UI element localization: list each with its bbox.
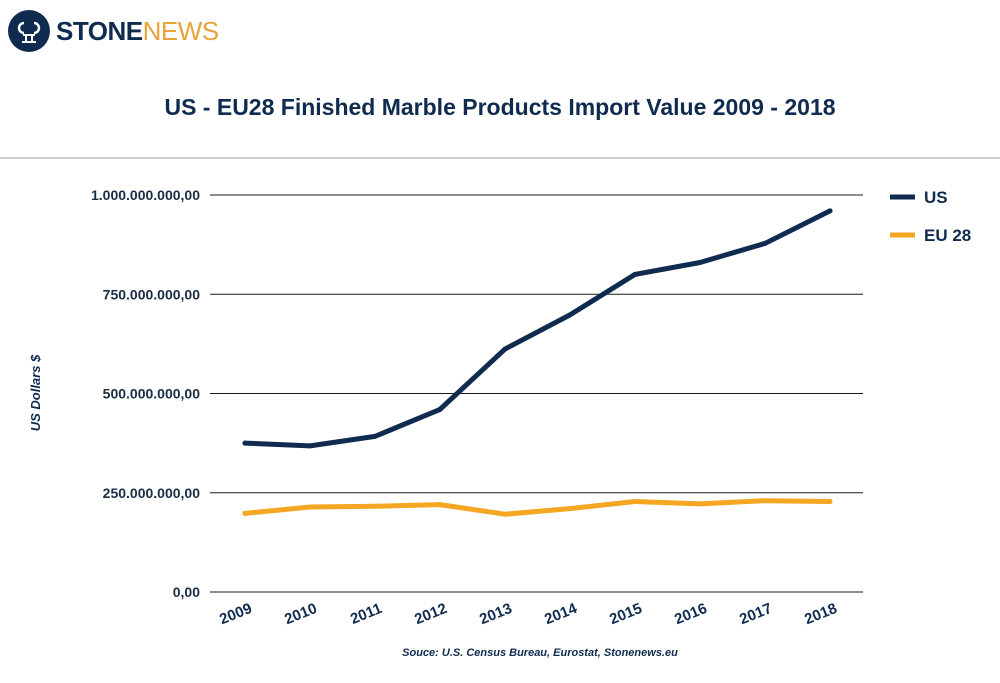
data-point-eu-28	[372, 503, 378, 509]
data-point-eu-28	[632, 498, 638, 504]
y-tick-label: 1.000.000.000,00	[91, 187, 200, 203]
data-point-us	[632, 271, 638, 277]
data-point-us	[697, 259, 703, 265]
data-point-eu-28	[827, 498, 833, 504]
data-point-us	[827, 208, 833, 214]
x-tick-label: 2016	[672, 600, 709, 628]
data-point-us	[307, 443, 313, 449]
brand-logo: STONENEWS	[8, 10, 219, 52]
brand-name-part2: NEWS	[142, 16, 220, 46]
x-tick-label: 2017	[737, 600, 774, 628]
logo-column-icon	[8, 10, 50, 52]
brand-name-part1: STONE	[56, 16, 143, 46]
y-tick-label: 500.000.000,00	[103, 386, 201, 402]
data-point-us	[372, 433, 378, 439]
data-point-us	[437, 406, 443, 412]
data-point-eu-28	[697, 501, 703, 507]
data-point-eu-28	[307, 504, 313, 510]
x-tick-label: 2018	[802, 600, 839, 628]
source-note: Souce: U.S. Census Bureau, Eurostat, Sto…	[402, 647, 678, 659]
y-tick-label: 0,00	[173, 584, 200, 600]
x-tick-label: 2013	[477, 600, 514, 628]
x-tick-label: 2010	[282, 600, 319, 628]
data-point-eu-28	[567, 506, 573, 512]
y-axis-label: US Dollars $	[28, 354, 43, 431]
brand-name: STONENEWS	[56, 18, 219, 44]
x-tick-label: 2011	[348, 600, 385, 628]
chart-title: US - EU28 Finished Marble Products Impor…	[164, 94, 836, 120]
data-point-us	[242, 440, 248, 446]
y-tick-label: 750.000.000,00	[103, 286, 201, 302]
legend-label-us: US	[924, 188, 948, 207]
x-tick-label: 2014	[542, 600, 580, 629]
data-point-us	[762, 240, 768, 246]
series-line-eu-28	[242, 498, 833, 517]
y-tick-label: 250.000.000,00	[103, 485, 201, 501]
x-tick-label: 2009	[217, 600, 254, 628]
x-tick-label: 2012	[412, 600, 449, 628]
x-tick-label: 2015	[607, 600, 644, 628]
data-point-eu-28	[502, 511, 508, 517]
data-point-eu-28	[437, 502, 443, 508]
data-point-us	[502, 346, 508, 352]
series-line-us	[242, 208, 833, 449]
data-point-eu-28	[762, 498, 768, 504]
header-divider	[0, 157, 1000, 159]
legend-label-eu-28: EU 28	[924, 226, 971, 245]
data-point-us	[567, 312, 573, 318]
data-point-eu-28	[242, 510, 248, 516]
